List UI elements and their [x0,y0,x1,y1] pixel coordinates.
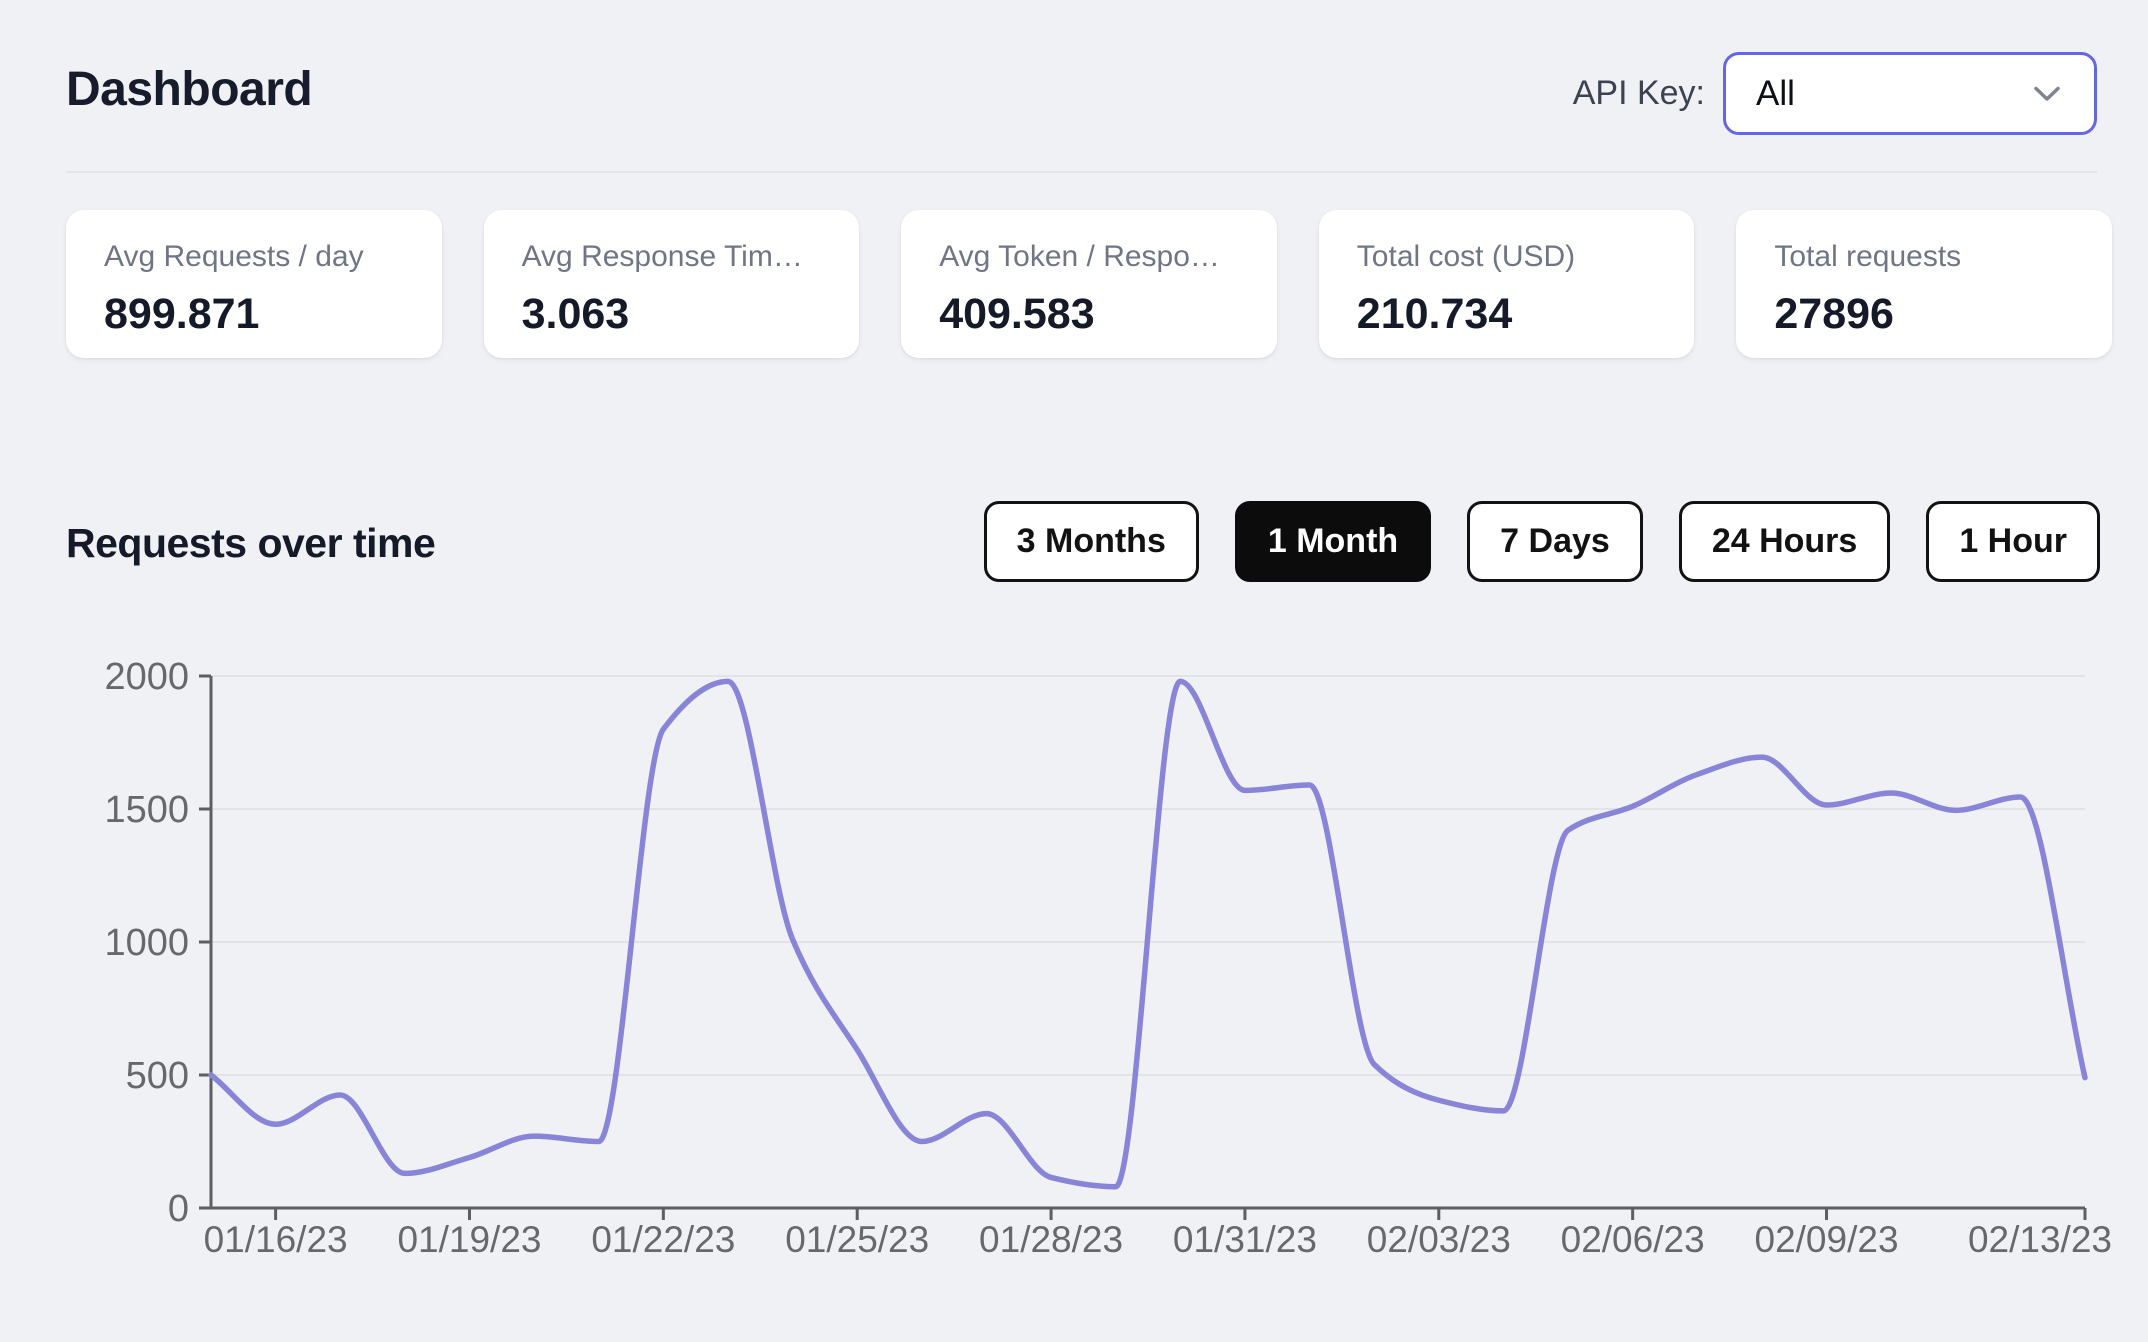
requests-line-series [208,678,2088,1190]
x-tick-label: 01/28/23 [979,1219,1123,1260]
stat-card-label: Total requests [1774,240,1962,273]
chart-section-title: Requests over time [66,520,436,566]
x-tick-label: 02/13/23 [1968,1219,2112,1260]
stat-card-value: 3.063 [521,290,630,338]
header-divider [66,171,2097,173]
x-tick-label: 02/09/23 [1755,1219,1899,1260]
grid-lines [211,675,2085,1076]
time-range-button-7-days[interactable]: 7 Days [1467,501,1643,582]
stat-card-label: Avg Requests / day [104,240,364,273]
stat-card-avg-token-respo: Avg Token / Respo… 409.583 [901,210,1277,358]
y-tick-label: 1500 [104,789,189,831]
x-tick-label: 01/19/23 [397,1219,541,1260]
time-range-buttons: 3 Months 1 Month 7 Days 24 Hours 1 Hour [983,501,2100,582]
api-key-selected-value: All [1756,73,1795,113]
stat-card-total-requests: Total requests 27896 [1736,210,2112,358]
requests-over-time-chart: 0 500 1000 1500 2000 01/16/23 01/19/23 01/22/23… [0,640,2148,1300]
time-range-button-3-months[interactable]: 3 Months [983,501,1199,582]
api-key-row: API Key: All [1573,52,2097,135]
stat-card-label: Total cost (USD) [1356,240,1576,273]
api-key-select[interactable]: All [1723,52,2097,135]
y-tick-label: 0 [168,1188,189,1230]
stat-card-avg-response-tim: Avg Response Tim… 3.063 [483,210,860,358]
time-range-button-1-month[interactable]: 1 Month [1234,501,1432,582]
line-chart-canvas: 0 500 1000 1500 2000 01/16/23 01/19/23 01/22/23… [104,656,2112,1260]
page-title: Dashboard [66,63,313,116]
stat-card-value: 27896 [1774,290,1894,338]
stat-card-value: 210.734 [1356,290,1513,338]
stat-card-value: 409.583 [939,290,1095,338]
stats-cards: Avg Requests / day 899.871 Avg Response Ti… [66,210,2112,358]
stat-card-label: Avg Response Tim… [521,240,803,273]
stat-card-avg-requests-day: Avg Requests / day 899.871 [66,210,442,358]
stat-card-label: Avg Token / Respo… [939,240,1220,273]
y-tick-label: 500 [126,1055,189,1097]
chevron-down-icon [2032,85,2062,103]
x-tick-label: 01/31/23 [1173,1219,1317,1260]
y-tick-label: 2000 [104,656,189,698]
y-tick-label: 1000 [104,922,189,964]
stat-card-value: 899.871 [104,290,260,338]
stat-card-total-cost-usd: Total cost (USD) 210.734 [1318,210,1695,358]
x-tick-label: 01/22/23 [591,1219,735,1260]
time-range-button-24-hours[interactable]: 24 Hours [1678,501,1891,582]
x-axis-ticks: 01/16/23 01/19/23 01/22/23 01/25/23 01/28/23… [204,1208,2112,1260]
x-tick-label: 02/03/23 [1367,1219,1511,1260]
x-tick-label: 01/25/23 [785,1219,929,1260]
y-axis-ticks: 0 500 1000 1500 2000 [104,656,211,1230]
api-key-label: API Key: [1572,74,1705,112]
x-tick-label: 02/06/23 [1561,1219,1705,1260]
x-tick-label: 01/16/23 [204,1219,348,1260]
time-range-button-1-hour[interactable]: 1 Hour [1926,501,2100,582]
